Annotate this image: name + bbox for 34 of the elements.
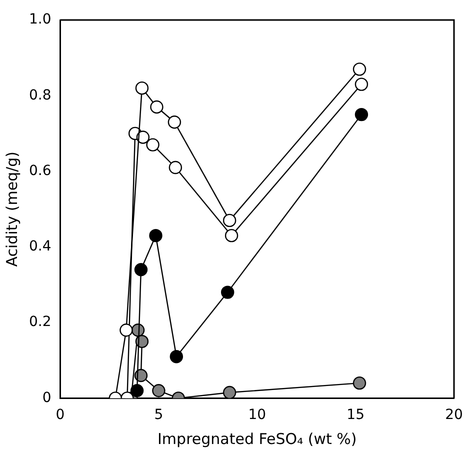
- y-tick-label: 0.4: [29, 238, 52, 255]
- y-tick-label: 1.0: [29, 12, 52, 28]
- x-tick-label: 10: [248, 407, 266, 424]
- y-tick-label: 0.2: [29, 314, 52, 330]
- point: [152, 384, 166, 398]
- point: [136, 130, 150, 144]
- point: [352, 376, 366, 390]
- x-tick-label: 20: [445, 407, 463, 424]
- point: [352, 62, 366, 76]
- y-axis-title: Acidity (meq/g): [2, 151, 21, 267]
- point: [354, 78, 368, 91]
- point: [222, 214, 236, 228]
- point: [222, 386, 236, 398]
- point: [168, 160, 182, 174]
- point: [354, 108, 368, 122]
- point: [150, 100, 164, 114]
- point: [130, 384, 144, 398]
- point: [224, 228, 238, 242]
- point: [134, 368, 148, 382]
- x-tick-label: 15: [346, 407, 364, 424]
- y-tick-label: 0.6: [29, 162, 52, 179]
- point: [120, 324, 133, 337]
- point: [170, 350, 184, 364]
- point: [168, 116, 182, 129]
- point: [149, 228, 162, 242]
- y-tick-label: 0.8: [29, 87, 52, 104]
- x-axis-title: Impregnated FeSO₄ (wt %): [158, 430, 357, 448]
- y-tick-label: 0: [42, 390, 52, 406]
- point: [134, 263, 148, 276]
- point: [221, 286, 234, 299]
- x-tick-label: 0: [56, 407, 65, 424]
- x-tick-label: 5: [154, 407, 164, 424]
- point: [135, 81, 149, 95]
- point: [146, 138, 160, 152]
